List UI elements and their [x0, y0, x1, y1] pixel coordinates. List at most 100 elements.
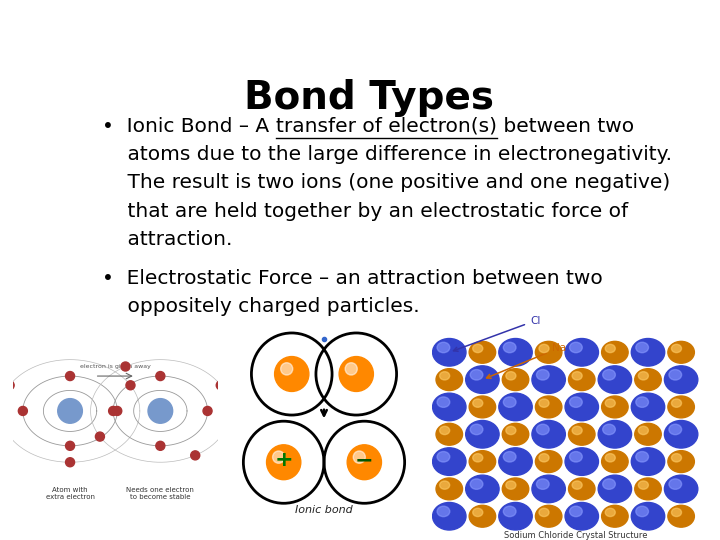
Circle shape	[565, 339, 598, 366]
Circle shape	[281, 363, 293, 375]
Circle shape	[569, 369, 595, 390]
Text: oppositely charged particles.: oppositely charged particles.	[102, 297, 420, 316]
Circle shape	[602, 451, 628, 472]
Circle shape	[156, 372, 165, 381]
Circle shape	[469, 396, 495, 418]
Circle shape	[354, 451, 365, 463]
Circle shape	[121, 362, 130, 371]
Circle shape	[635, 369, 661, 390]
Circle shape	[503, 423, 528, 445]
Circle shape	[603, 424, 616, 435]
Circle shape	[5, 381, 14, 390]
Circle shape	[532, 421, 565, 448]
Text: Ionic bond: Ionic bond	[295, 504, 353, 515]
Circle shape	[66, 441, 75, 450]
Circle shape	[536, 369, 549, 380]
Text: Cl: Cl	[454, 316, 540, 352]
Circle shape	[631, 393, 665, 421]
Circle shape	[668, 451, 694, 472]
Circle shape	[631, 502, 665, 530]
Circle shape	[503, 397, 516, 407]
Text: between two: between two	[497, 117, 634, 136]
Text: •  Ionic Bond – A: • Ionic Bond – A	[102, 117, 276, 136]
Circle shape	[266, 445, 301, 480]
Circle shape	[672, 508, 682, 517]
Circle shape	[636, 397, 649, 407]
Circle shape	[440, 372, 450, 380]
Circle shape	[66, 372, 75, 381]
Circle shape	[113, 407, 122, 415]
Circle shape	[668, 396, 694, 418]
Circle shape	[572, 426, 582, 435]
Circle shape	[345, 363, 357, 375]
Circle shape	[572, 372, 582, 380]
Circle shape	[636, 506, 649, 517]
Circle shape	[602, 505, 628, 527]
Circle shape	[503, 451, 516, 462]
Circle shape	[672, 399, 682, 407]
Circle shape	[466, 421, 499, 448]
Circle shape	[536, 451, 562, 472]
Circle shape	[532, 366, 565, 394]
Circle shape	[273, 451, 284, 463]
Circle shape	[536, 479, 549, 489]
Circle shape	[499, 448, 532, 475]
Circle shape	[433, 393, 466, 421]
Circle shape	[148, 399, 173, 423]
Circle shape	[539, 508, 549, 517]
Circle shape	[473, 399, 483, 407]
Circle shape	[499, 393, 532, 421]
Circle shape	[539, 454, 549, 462]
Circle shape	[503, 506, 516, 517]
Text: Sodium Chloride Crystal Structure: Sodium Chloride Crystal Structure	[504, 531, 648, 539]
Circle shape	[503, 342, 516, 353]
Circle shape	[440, 426, 450, 435]
Circle shape	[665, 475, 698, 503]
Circle shape	[203, 407, 212, 415]
Circle shape	[602, 341, 628, 363]
Circle shape	[536, 424, 549, 435]
Circle shape	[665, 421, 698, 448]
Circle shape	[191, 451, 199, 460]
Text: Na: Na	[487, 343, 566, 378]
Circle shape	[109, 407, 117, 415]
Circle shape	[473, 345, 483, 353]
Circle shape	[532, 475, 565, 503]
Circle shape	[536, 505, 562, 527]
Circle shape	[606, 508, 616, 517]
Circle shape	[470, 369, 483, 380]
Circle shape	[631, 339, 665, 366]
Circle shape	[570, 397, 582, 407]
Circle shape	[506, 481, 516, 489]
Circle shape	[433, 502, 466, 530]
Circle shape	[539, 399, 549, 407]
Circle shape	[672, 345, 682, 353]
Circle shape	[216, 381, 225, 390]
Circle shape	[536, 341, 562, 363]
Circle shape	[473, 454, 483, 462]
Circle shape	[636, 451, 649, 462]
Circle shape	[436, 478, 462, 500]
Circle shape	[499, 502, 532, 530]
Circle shape	[347, 445, 382, 480]
Circle shape	[503, 369, 528, 390]
Circle shape	[569, 423, 595, 445]
Circle shape	[437, 397, 450, 407]
Circle shape	[569, 478, 595, 500]
Circle shape	[433, 339, 466, 366]
Circle shape	[668, 341, 694, 363]
Circle shape	[565, 448, 598, 475]
Text: The result is two ions (one positive and one negative): The result is two ions (one positive and…	[102, 173, 670, 192]
Circle shape	[66, 458, 75, 467]
Circle shape	[440, 481, 450, 489]
Circle shape	[466, 366, 499, 394]
Circle shape	[603, 479, 616, 489]
Circle shape	[536, 396, 562, 418]
Circle shape	[436, 369, 462, 390]
Circle shape	[598, 421, 631, 448]
Text: transfer of electron(s): transfer of electron(s)	[276, 117, 497, 136]
Circle shape	[598, 475, 631, 503]
Circle shape	[437, 342, 450, 353]
Text: Needs one electron
to become stable: Needs one electron to become stable	[127, 487, 194, 500]
Circle shape	[58, 399, 82, 423]
